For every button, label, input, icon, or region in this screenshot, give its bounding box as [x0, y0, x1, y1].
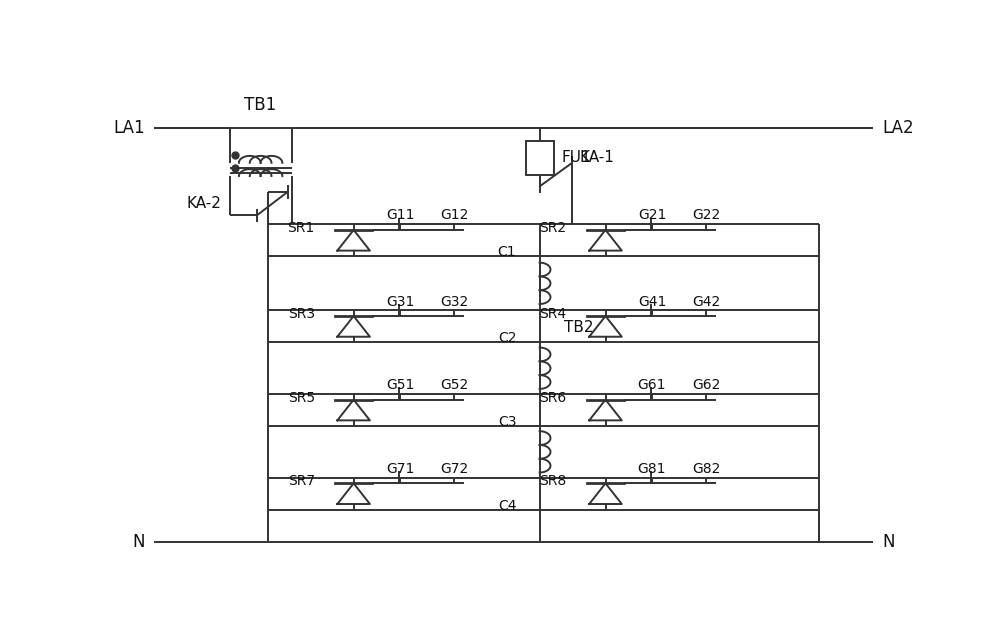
Text: N: N — [133, 533, 145, 551]
Text: G32: G32 — [440, 295, 468, 309]
Text: N: N — [882, 533, 895, 551]
Text: SR8: SR8 — [540, 474, 567, 488]
Text: TB2: TB2 — [564, 320, 594, 335]
Text: SR5: SR5 — [288, 390, 315, 404]
Text: G72: G72 — [440, 462, 468, 476]
Text: C3: C3 — [498, 415, 516, 429]
Text: C2: C2 — [498, 332, 516, 346]
Text: SR6: SR6 — [540, 390, 567, 404]
Text: G12: G12 — [440, 208, 469, 222]
Text: G81: G81 — [638, 462, 666, 476]
Text: G52: G52 — [440, 378, 468, 392]
Text: G11: G11 — [386, 208, 414, 222]
Text: SR2: SR2 — [540, 221, 567, 235]
Text: G51: G51 — [386, 378, 414, 392]
Text: KA-1: KA-1 — [580, 150, 615, 166]
Text: G31: G31 — [386, 295, 414, 309]
Text: LA1: LA1 — [114, 119, 145, 137]
Text: G41: G41 — [638, 295, 666, 309]
Text: TB1: TB1 — [244, 96, 277, 114]
Text: G21: G21 — [638, 208, 666, 222]
Text: SR3: SR3 — [288, 307, 315, 321]
Text: G61: G61 — [638, 378, 666, 392]
Text: SR1: SR1 — [288, 221, 315, 235]
Text: G22: G22 — [692, 208, 720, 222]
Text: G82: G82 — [692, 462, 720, 476]
Text: G71: G71 — [386, 462, 414, 476]
Text: G42: G42 — [692, 295, 720, 309]
Text: G62: G62 — [692, 378, 720, 392]
Text: KA-2: KA-2 — [187, 196, 222, 211]
Text: C1: C1 — [498, 245, 516, 259]
Text: SR4: SR4 — [540, 307, 567, 321]
Text: SR7: SR7 — [288, 474, 315, 488]
Text: FU1: FU1 — [561, 150, 591, 166]
Text: LA2: LA2 — [882, 119, 914, 137]
Text: C4: C4 — [498, 498, 516, 512]
Bar — [526, 141, 554, 175]
